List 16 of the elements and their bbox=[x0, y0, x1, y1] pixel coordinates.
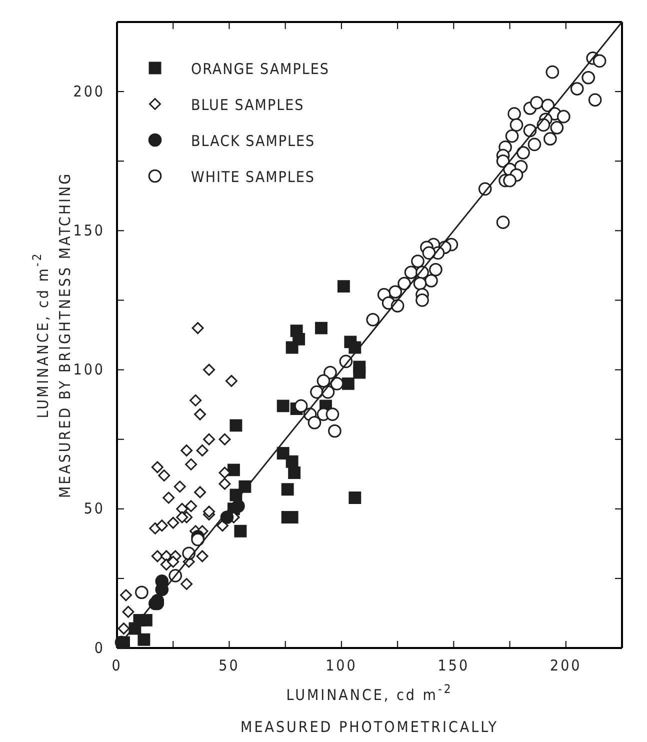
y-axis-title: LUMINANCE, cd m$^{-2}$ MEASURED BY BRIGHTNESS MATCHING bbox=[30, 172, 74, 498]
legend-label: WHITE SAMPLES bbox=[191, 168, 315, 186]
x-tick-label: 100 bbox=[326, 656, 358, 675]
y-tick-label: 200 bbox=[73, 82, 105, 100]
y-tick-label: 100 bbox=[73, 360, 105, 379]
text: LUMINANCE, cd m$^{-2}$ MEASURED PHOTOMETRICALLY bbox=[240, 682, 498, 736]
y-tick-label: 0 bbox=[94, 638, 105, 657]
y-tick-label: 150 bbox=[73, 221, 105, 240]
x-tick-label: 200 bbox=[550, 656, 582, 675]
x-tick-label: 50 bbox=[218, 656, 240, 675]
legend-label: BLACK SAMPLES bbox=[191, 132, 316, 150]
x-tick-label: 150 bbox=[438, 656, 470, 675]
legend-label: ORANGE SAMPLES bbox=[191, 60, 330, 78]
x-tick-label: 0 bbox=[112, 656, 122, 675]
legend-label: BLUE SAMPLES bbox=[191, 96, 304, 114]
y-tick-label: 50 bbox=[84, 500, 105, 518]
